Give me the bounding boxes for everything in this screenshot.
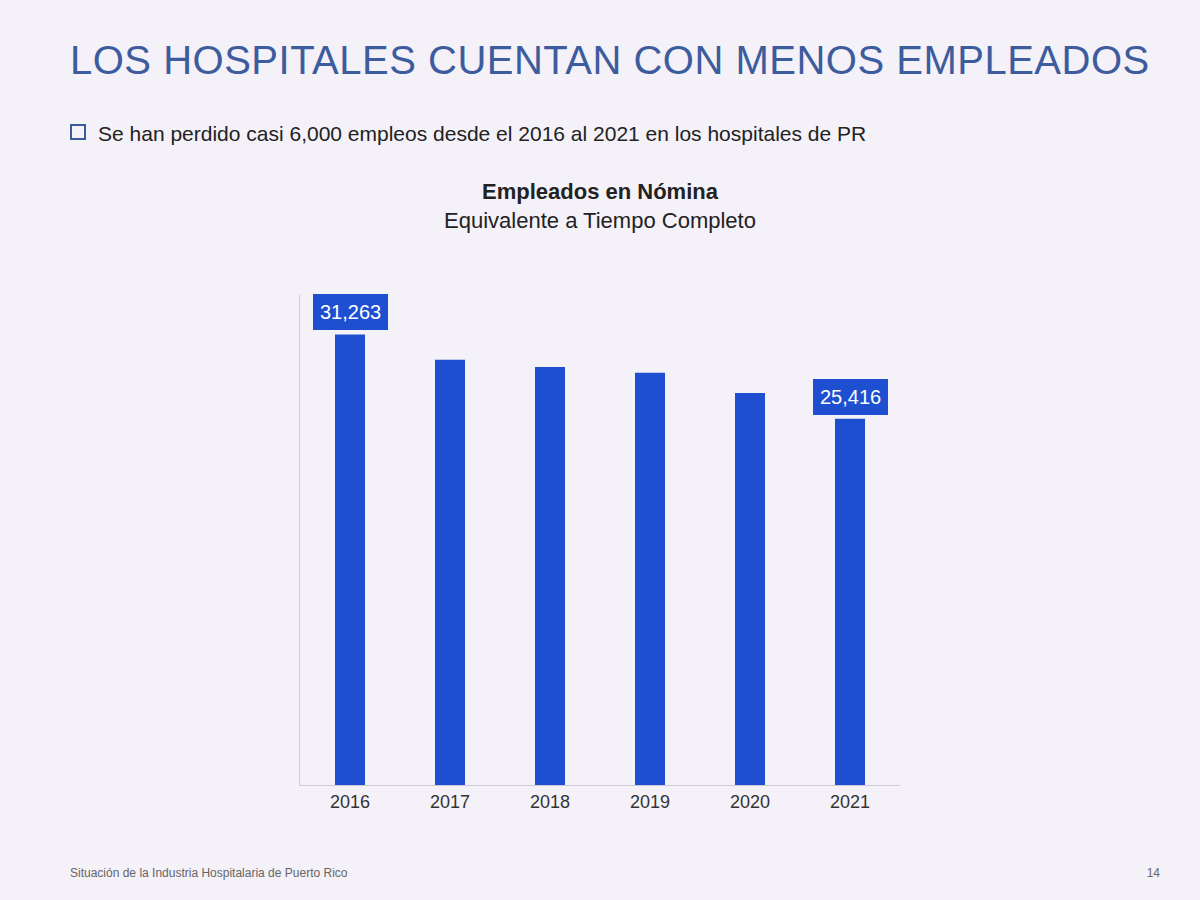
- svg-text:25,416: 25,416: [820, 386, 881, 408]
- svg-text:Empleados en NóminaEquivalente: Empleados en NóminaEquivalente a Tiempo …: [444, 179, 756, 233]
- svg-text:2019: 2019: [630, 792, 670, 812]
- svg-text:2020: 2020: [730, 792, 770, 812]
- html-text:14: 14: [1146, 866, 1160, 880]
- svg-text:31,263: 31,263: [320, 301, 381, 323]
- html-text:Se han perdido casi 6,000 empl: Se han perdido casi 6,000 empleos desde …: [98, 122, 867, 145]
- html-text:Situación de la Industria Hosp: Situación de la Industria Hospitalaria d…: [70, 866, 348, 880]
- svg-text:2021: 2021: [830, 792, 870, 812]
- svg-text:2016: 2016: [330, 792, 370, 812]
- svg-text:2018: 2018: [530, 792, 570, 812]
- html-text:LOS HOSPITALES CUENTAN CON MEN: LOS HOSPITALES CUENTAN CON MENOS EMPLEAD…: [70, 38, 1150, 82]
- svg-text:2017: 2017: [430, 792, 470, 812]
